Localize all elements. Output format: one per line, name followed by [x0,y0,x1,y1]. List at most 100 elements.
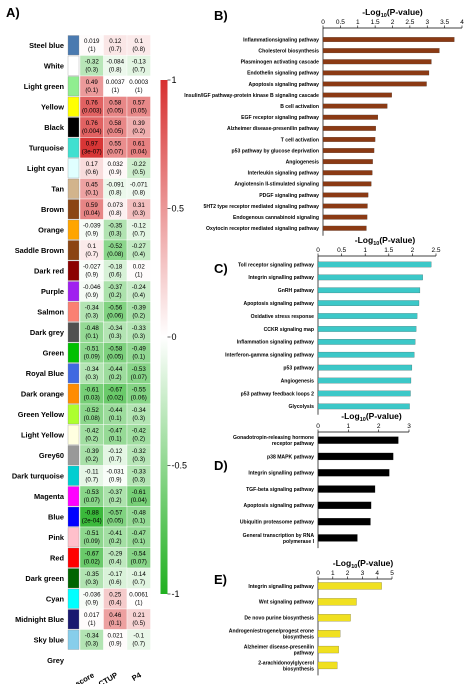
bar [322,203,368,209]
module-swatch [67,35,80,56]
pathway-label: Angiogenesis [281,378,315,384]
module-swatch [67,117,80,138]
x-tick-label: 1 [347,423,351,430]
cell-correlation: -0.53 [132,366,147,373]
bar [317,274,423,281]
pathway-label: Inflammationsignaling pathway [243,37,319,43]
bar-panel-b: -Log10(P-value) 0 0.5 1 1.5 2 2.5 3 3.5 4 Inflamma… [184,7,464,236]
cell-pvalue: (0.5) [132,620,145,627]
cell-correlation: -0.12 [108,448,123,455]
colorbar-tick-label: 0 [172,332,177,342]
cell-correlation: -0.1 [133,633,144,640]
bar [322,81,427,87]
bar-panels: -Log10(P-value)0 0.5 1 1.5 2 2.5 3 3.5 4Inflamma… [184,7,464,676]
pathway-label: Oxytocin receptor mediated signaling pat… [206,226,319,232]
cell-correlation: -0.11 [85,469,99,476]
axis-title-rest: (P-value) [357,558,393,568]
module-label: Royal Blue [26,369,64,378]
x-tick-label: 3 [407,423,411,430]
axis-title: -Log10(P-value) [355,235,416,247]
pathway-label: GnRH pathway [278,288,314,294]
cell-correlation: 0.1 [134,38,143,45]
cell-pvalue: (0.3) [132,477,145,484]
pathway-label: Endogenous cannabinoid signaling [233,215,319,221]
module-label: Green [43,348,65,357]
cell-pvalue: (0.2) [109,292,122,299]
cell-pvalue: (1) [135,600,143,607]
cell-correlation: 0.032 [108,161,124,168]
module-label: Dark green [25,574,64,583]
cell-pvalue: (0.3) [109,333,122,340]
x-tick-label: 3 [425,19,429,26]
module-label: Grey60 [39,451,64,460]
cell-correlation: -0.39 [132,305,147,312]
cell-pvalue: (0.05) [107,108,123,115]
cell-correlation: -0.071 [130,182,148,189]
cell-pvalue: (0.3) [132,415,145,422]
colorbar [160,80,168,594]
cell-pvalue: (0.2) [85,456,98,463]
module-swatch [67,158,80,179]
cell-correlation: -0.036 [83,592,101,599]
bar [317,534,358,542]
bar [322,192,369,198]
bar-panel-c: -Log10(P-value) 0 0.5 1 1.5 2 2.5 Toll receptor… [225,235,441,415]
bar [317,300,420,306]
module-label: Yellow [41,102,64,111]
cell-pvalue: (0.7) [132,67,145,74]
cell-correlation: -0.084 [106,59,124,66]
cell-correlation: 0.55 [109,141,122,148]
cell-pvalue: (0.07) [84,497,100,504]
cell-pvalue: (0.8) [109,190,122,197]
cell-pvalue: (0.7) [109,46,122,53]
pathway-label: 5HT2 type receptor mediated signaling pa… [204,204,320,210]
cell-pvalue: (0.05) [107,128,123,135]
cell-pvalue: (0.07) [107,149,123,156]
cell-pvalue: (0.6) [109,579,122,586]
bar [317,326,417,332]
pathway-label: Apoptosis signaling pathway [244,503,315,509]
cell-correlation: 0.61 [133,141,146,148]
module-label: Pink [48,533,64,542]
x-tick-label: 1 [363,247,367,254]
x-tick-label: 0.5 [337,247,346,254]
pathway-label: PDGF signaling pathway [259,193,319,199]
cell-pvalue: (0.9) [85,272,98,279]
module-label: Green Yellow [18,410,65,419]
x-tick-label: 5 [390,570,394,577]
cell-pvalue: (0.6) [85,169,98,176]
pathway-label: Glycolysis [289,404,315,410]
pathway-label: Oxidative stress response [251,314,315,320]
bar [317,436,399,444]
x-tick-label: 4 [460,19,464,26]
cell-correlation: -0.34 [132,407,147,414]
cell-correlation: 0.31 [133,202,146,209]
cell-pvalue: (0.1) [109,620,122,627]
cell-correlation: 0.49 [86,79,99,86]
cell-correlation: -0.58 [108,346,123,353]
cell-correlation: 0.0061 [129,592,148,599]
cell-pvalue: (0.003) [82,108,102,115]
cell-pvalue: (0.07) [131,374,147,381]
x-tick-label: 1.5 [384,247,393,254]
cell-pvalue: (0.3) [109,231,122,238]
cell-pvalue: (0.2) [109,374,122,381]
module-swatch [67,609,80,630]
x-tick-label: 2.5 [431,247,440,254]
cell-pvalue: (0.7) [132,641,145,648]
cell-pvalue: (0.1) [85,190,98,197]
cell-pvalue: (0.7) [132,231,145,238]
pathway-label: Integrin signalling pathway [248,584,314,590]
cell-correlation: 0.12 [109,38,122,45]
cell-pvalue: (0.2) [109,538,122,545]
cell-correlation: -0.54 [132,551,147,558]
bar [317,261,432,268]
bar [322,214,368,220]
cell-pvalue: (0.7) [132,579,145,586]
pathway-label: p38 MAPK pathway [267,454,314,460]
pathway-label: TGF-beta signaling pathway [246,487,314,493]
module-label: Brown [41,205,64,214]
axis-title-main: -Log [333,558,351,568]
bar [322,92,392,98]
